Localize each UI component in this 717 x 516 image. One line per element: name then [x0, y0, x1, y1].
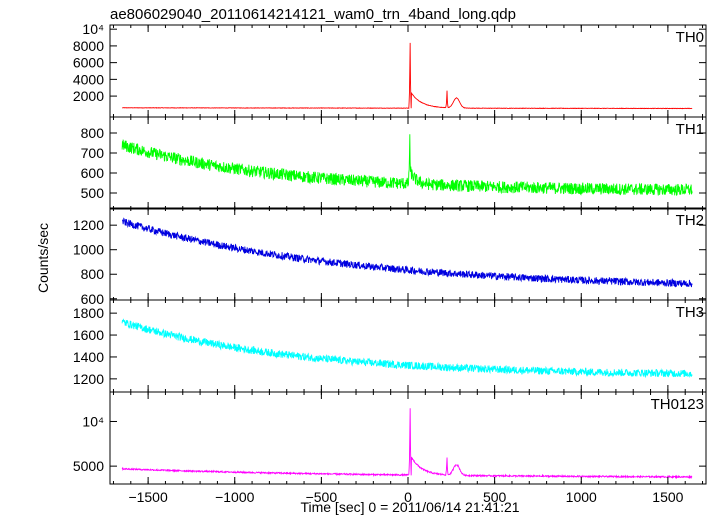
y-tick-label: 500	[81, 185, 105, 201]
y-tick-label: 1600	[73, 327, 104, 343]
figure-title: ae806029040_20110614214121_wam0_trn_4ban…	[110, 6, 516, 23]
series-line-th1	[121, 134, 693, 197]
panel-label: TH2	[676, 212, 704, 229]
y-tick-label: 1000	[73, 242, 104, 258]
y-tick-label: 1200	[73, 371, 104, 387]
x-tick-label: −1000	[215, 489, 255, 505]
x-tick-label: 0	[404, 489, 412, 505]
series-line-th3	[121, 318, 693, 379]
panel-th0123: 5000 10⁴ TH0123	[73, 391, 707, 485]
panel-label: TH3	[676, 304, 704, 321]
x-tick-label: −1500	[128, 489, 168, 505]
panel-label: TH0123	[651, 396, 704, 413]
panel-frame	[109, 24, 707, 118]
y-tick-label: 6000	[73, 55, 104, 71]
y-tick-label: 2000	[73, 88, 104, 104]
panel-th1: 500 600 700 800 TH1	[81, 116, 707, 210]
x-tick-label: 1000	[566, 489, 597, 505]
y-axis-label: Counts/sec	[35, 223, 51, 293]
y-tick-label: 10⁴	[82, 21, 104, 37]
panel-frame	[109, 391, 707, 485]
y-tick-label: 1800	[73, 305, 104, 321]
y-tick-label: 700	[81, 145, 105, 161]
y-tick-label: 800	[81, 125, 105, 141]
panel-frame	[109, 207, 707, 301]
x-axis-label: Time [sec] 0 = 2011/06/14 21:41:21	[300, 499, 519, 515]
x-tick-label: −500	[306, 489, 338, 505]
y-tick-label: 4000	[73, 71, 104, 87]
panel-th2: 600 800 1000 1200 TH2	[73, 207, 707, 307]
y-tick-label: 600	[81, 165, 105, 181]
y-tick-label: 1400	[73, 349, 104, 365]
panel-frame	[109, 299, 707, 393]
series-line-th0	[121, 42, 693, 110]
series-line-th0123	[121, 408, 693, 480]
y-tick-label: 1200	[73, 217, 104, 233]
x-tick-label: 500	[483, 489, 507, 505]
panel-th3: 1200 1400 1600 1800 TH3	[73, 299, 707, 393]
y-tick-label: 5000	[73, 458, 104, 474]
series-line-th2	[122, 217, 693, 288]
y-tick-label: 600	[81, 291, 105, 307]
x-tick-label: 1500	[652, 489, 683, 505]
y-tick-label: 800	[81, 266, 105, 282]
y-tick-label: 8000	[73, 38, 104, 54]
panel-label: TH0	[676, 29, 704, 46]
panel-label: TH1	[676, 121, 704, 138]
y-tick-label: 10⁴	[82, 413, 104, 429]
